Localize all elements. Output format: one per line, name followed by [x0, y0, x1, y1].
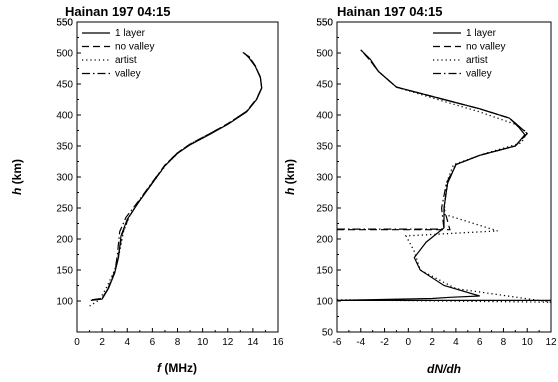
left-y-tick-label: 350: [56, 142, 73, 153]
right-y-tick-label: 300: [316, 173, 333, 184]
left-x-axis-label: f (MHz): [157, 361, 197, 375]
right-y-tick-label: 100: [316, 297, 333, 308]
right-x-tick-label: -6: [333, 337, 342, 348]
right-y-axis-label: h (km): [283, 159, 297, 195]
left-y-tick-label: 500: [56, 49, 73, 60]
left-series-valley: [92, 51, 263, 301]
left-y-tick-label: 400: [56, 111, 73, 122]
right-series-artist: [336, 86, 552, 303]
right-legend-label: artist: [466, 55, 488, 66]
right-x-tick-label: 6: [477, 337, 483, 348]
left-x-tick-label: 0: [74, 337, 80, 348]
left-x-tick-label: 8: [175, 337, 181, 348]
right-y-tick-label: 500: [316, 49, 333, 60]
left-x-tick-label: 14: [247, 337, 259, 348]
right-x-tick-label: -4: [356, 337, 365, 348]
left-legend-label: valley: [115, 69, 141, 80]
left-y-tick-label: 250: [56, 204, 73, 215]
right-y-tick-label: 250: [316, 204, 333, 215]
left-y-tick-label: 450: [56, 80, 73, 91]
right-y-tick-label: 50: [322, 328, 334, 339]
right-x-tick-label: 8: [501, 337, 507, 348]
left-y-tick-label: 300: [56, 173, 73, 184]
right-y-tick-label: 200: [316, 235, 333, 246]
left-chart-title: Hainan 197 04:15: [65, 4, 171, 19]
right-x-axis-label: dN/dh: [427, 362, 461, 376]
left-plot-frame: [76, 21, 279, 333]
left-x-tick-label: 16: [272, 337, 284, 348]
right-y-tick-label: 400: [316, 111, 333, 122]
right-legend-label: 1 layer: [466, 28, 497, 39]
right-x-tick-label: 0: [406, 337, 412, 348]
right-y-tick-label: 350: [316, 142, 333, 153]
right-panel: Hainan 197 04:15 -6 -4 -2 0 2 4 6 8 10 12 50 100 150…: [283, 4, 557, 376]
left-legend-label: 1 layer: [115, 28, 146, 39]
right-series-1-layer: [336, 49, 551, 301]
left-series-artist: [89, 133, 211, 307]
left-legend-label: no valley: [115, 42, 154, 53]
right-legend-label: no valley: [466, 42, 505, 53]
right-x-tick-label: 12: [545, 337, 557, 348]
right-x-tick-label: 10: [522, 337, 534, 348]
left-y-tick-label: 100: [56, 297, 73, 308]
left-y-axis-label: h (km): [10, 159, 24, 195]
left-x-tick-label: 6: [150, 337, 156, 348]
left-y-tick-label: 200: [56, 235, 73, 246]
right-chart-title: Hainan 197 04:15: [337, 4, 443, 19]
left-y-tick-label: 150: [56, 266, 73, 277]
right-x-tick-label: 4: [453, 337, 459, 348]
left-x-tick-label: 4: [124, 337, 130, 348]
right-x-tick-label: 2: [429, 337, 435, 348]
right-y-tick-label: 450: [316, 80, 333, 91]
right-series-no-valley: [337, 49, 529, 231]
left-panel: Hainan 197 04:15 0 2 4 6 8 10 12 14 16 100 150 200 2…: [10, 4, 284, 375]
left-y-tick-label: 550: [56, 18, 73, 29]
right-y-tick-label: 150: [316, 266, 333, 277]
right-x-tick-label: -2: [380, 337, 389, 348]
left-x-tick-label: 12: [222, 337, 234, 348]
right-legend-label: valley: [466, 69, 492, 80]
left-x-tick-label: 10: [197, 337, 209, 348]
right-series-valley: [337, 49, 529, 230]
left-legend-label: artist: [115, 55, 137, 66]
left-x-tick-label: 2: [99, 337, 105, 348]
right-y-tick-label: 550: [316, 18, 333, 29]
right-y-tick-label: 550: [316, 18, 333, 29]
left-y-tick-label: 550: [56, 18, 73, 29]
